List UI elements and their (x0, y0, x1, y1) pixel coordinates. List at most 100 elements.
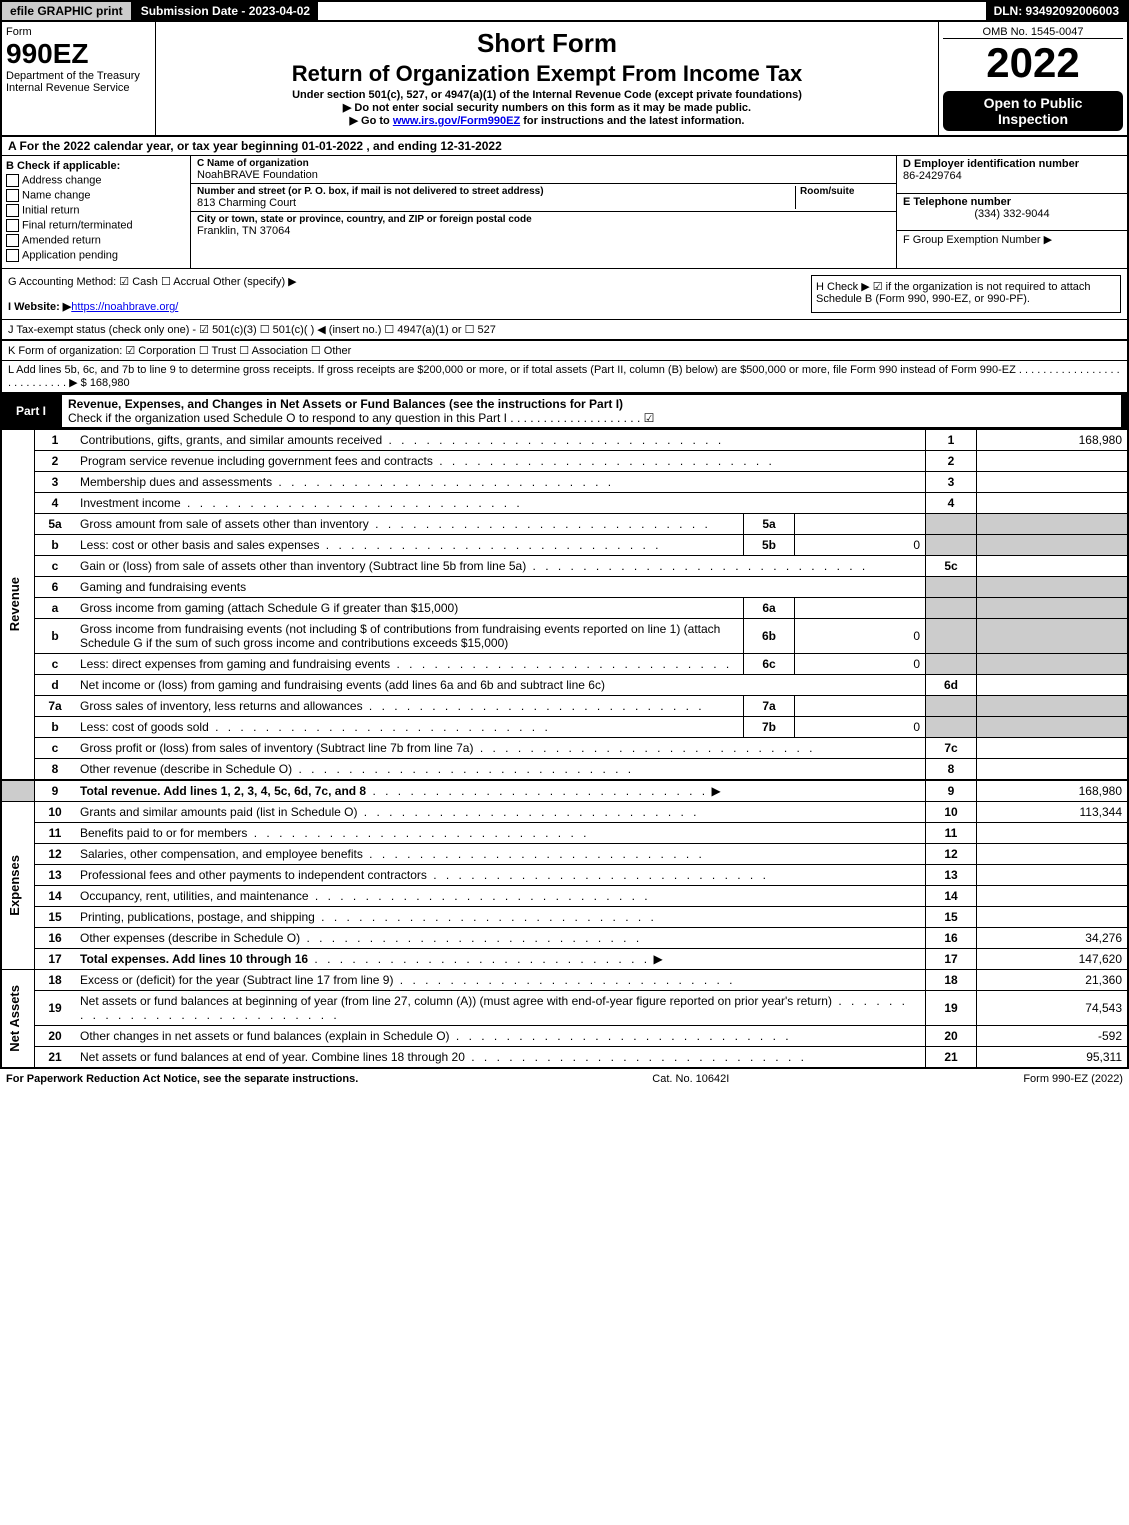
check-initial-return[interactable]: Initial return (6, 204, 186, 217)
line-21-val: 95,311 (977, 1047, 1128, 1068)
line-6-desc: Gaming and fundraising events (75, 577, 926, 598)
footer-right: Form 990-EZ (2022) (1023, 1073, 1123, 1085)
top-bar: efile GRAPHIC print Submission Date - 20… (0, 0, 1129, 22)
line-19-val: 74,543 (977, 991, 1128, 1026)
line-6d-num: 6d (926, 675, 977, 696)
org-street: 813 Charming Court (197, 197, 795, 209)
line-4-num: 4 (926, 493, 977, 514)
line-1-no: 1 (35, 430, 76, 451)
line-8-val (977, 759, 1128, 781)
line-13-num: 13 (926, 865, 977, 886)
form-header: Form 990EZ Department of the Treasury In… (0, 22, 1129, 137)
section-j: J Tax-exempt status (check only one) - ☑… (0, 319, 1129, 339)
line-6a-sb: 6a (744, 598, 795, 619)
subtitle-1: Under section 501(c), 527, or 4947(a)(1)… (160, 89, 934, 101)
line-14-desc: Occupancy, rent, utilities, and maintena… (80, 889, 309, 903)
line-6b-sv: 0 (795, 619, 926, 654)
line-16-desc: Other expenses (describe in Schedule O) (80, 931, 300, 945)
header-right: OMB No. 1545-0047 2022 Open to Public In… (939, 22, 1127, 135)
org-name: NoahBRAVE Foundation (197, 169, 890, 181)
line-5b-desc: Less: cost or other basis and sales expe… (80, 538, 319, 552)
room-label: Room/suite (800, 186, 890, 197)
line-15-desc: Printing, publications, postage, and shi… (80, 910, 315, 924)
line-6a-desc: Gross income from gaming (attach Schedul… (80, 601, 458, 615)
line-5a-desc: Gross amount from sale of assets other t… (80, 517, 369, 531)
section-a: A For the 2022 calendar year, or tax yea… (0, 137, 1129, 156)
city-label: City or town, state or province, country… (197, 214, 890, 225)
dln-label: DLN: 93492092006003 (986, 2, 1127, 20)
section-i: I Website: ▶https://noahbrave.org/ (8, 300, 811, 313)
dept-label: Department of the Treasury (6, 70, 151, 82)
expenses-side-label: Expenses (7, 855, 22, 916)
line-12-val (977, 844, 1128, 865)
part-1-title: Revenue, Expenses, and Changes in Net As… (62, 395, 1121, 427)
check-final-return[interactable]: Final return/terminated (6, 219, 186, 232)
submission-date: Submission Date - 2023-04-02 (133, 2, 318, 20)
line-6d-val (977, 675, 1128, 696)
check-amended[interactable]: Amended return (6, 234, 186, 247)
sub3-pre: ▶ Go to (350, 115, 393, 127)
section-b: B Check if applicable: Address change Na… (2, 156, 191, 268)
b-label: B Check if applicable: (6, 160, 186, 172)
line-7b-desc: Less: cost of goods sold (80, 720, 209, 734)
part-1: Part I Revenue, Expenses, and Changes in… (0, 392, 1129, 1067)
phone-label: E Telephone number (903, 196, 1121, 208)
form-number: 990EZ (6, 38, 151, 70)
line-12-num: 12 (926, 844, 977, 865)
line-5a-sb: 5a (744, 514, 795, 535)
main-title: Return of Organization Exempt From Incom… (160, 61, 934, 87)
opt-name: Name change (22, 189, 91, 201)
line-11-num: 11 (926, 823, 977, 844)
line-15-val (977, 907, 1128, 928)
section-gh: G Accounting Method: ☑ Cash ☐ Accrual Ot… (0, 269, 1129, 319)
line-12-desc: Salaries, other compensation, and employ… (80, 847, 363, 861)
subtitle-2: ▶ Do not enter social security numbers o… (160, 101, 934, 114)
opt-amended: Amended return (22, 234, 101, 246)
org-city: Franklin, TN 37064 (197, 225, 890, 237)
website-link[interactable]: https://noahbrave.org/ (71, 301, 178, 313)
line-18-val: 21,360 (977, 970, 1128, 991)
line-10-num: 10 (926, 802, 977, 823)
line-3-num: 3 (926, 472, 977, 493)
inspection-badge: Open to Public Inspection (943, 91, 1123, 131)
line-20-desc: Other changes in net assets or fund bala… (80, 1029, 450, 1043)
arrow-icon-2: ▶ (653, 952, 662, 966)
line-9-desc: Total revenue. Add lines 1, 2, 3, 4, 5c,… (80, 784, 366, 798)
line-14-num: 14 (926, 886, 977, 907)
page-footer: For Paperwork Reduction Act Notice, see … (0, 1067, 1129, 1089)
line-5b-sv: 0 (795, 535, 926, 556)
line-9-num: 9 (926, 780, 977, 802)
irs-link[interactable]: www.irs.gov/Form990EZ (393, 115, 520, 127)
line-11-val (977, 823, 1128, 844)
check-address-change[interactable]: Address change (6, 174, 186, 187)
line-6c-sb: 6c (744, 654, 795, 675)
line-3-val (977, 472, 1128, 493)
part-1-label: Part I (8, 404, 54, 418)
top-spacer (318, 2, 985, 20)
line-1-val: 168,980 (977, 430, 1128, 451)
line-7c-desc: Gross profit or (loss) from sales of inv… (80, 741, 473, 755)
line-6c-sv: 0 (795, 654, 926, 675)
line-3-desc: Membership dues and assessments (80, 475, 272, 489)
part-1-header: Part I Revenue, Expenses, and Changes in… (2, 392, 1127, 430)
line-7c-val (977, 738, 1128, 759)
line-17-val: 147,620 (977, 949, 1128, 970)
section-l: L Add lines 5b, 6c, and 7b to line 9 to … (0, 360, 1129, 392)
ein-value: 86-2429764 (903, 170, 1121, 182)
check-name-change[interactable]: Name change (6, 189, 186, 202)
line-14-val (977, 886, 1128, 907)
line-5c-val (977, 556, 1128, 577)
efile-label: efile GRAPHIC print (2, 2, 133, 20)
line-9-val: 168,980 (977, 780, 1128, 802)
section-g: G Accounting Method: ☑ Cash ☐ Accrual Ot… (8, 275, 811, 288)
street-label: Number and street (or P. O. box, if mail… (197, 186, 795, 197)
phone-value: (334) 332-9044 (903, 208, 1121, 220)
check-pending[interactable]: Application pending (6, 249, 186, 262)
line-13-desc: Professional fees and other payments to … (80, 868, 427, 882)
header-left: Form 990EZ Department of the Treasury In… (2, 22, 156, 135)
line-17-num: 17 (926, 949, 977, 970)
line-6a-sv (795, 598, 926, 619)
line-1-num: 1 (926, 430, 977, 451)
opt-pending: Application pending (22, 249, 118, 261)
line-19-num: 19 (926, 991, 977, 1026)
